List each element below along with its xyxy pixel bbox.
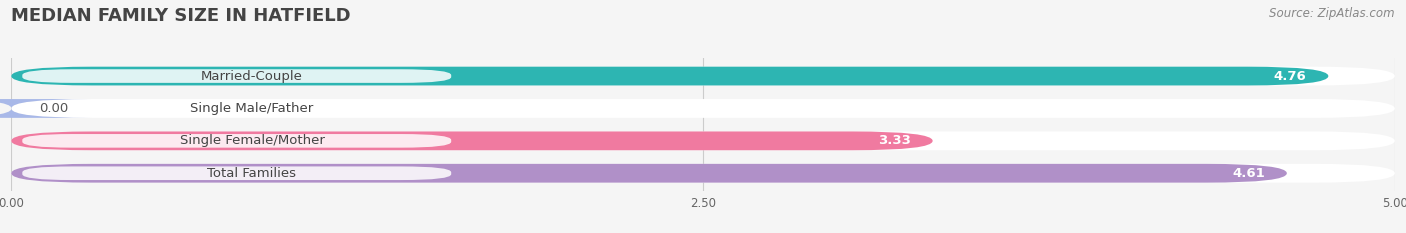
- FancyBboxPatch shape: [11, 164, 1286, 183]
- Text: 4.61: 4.61: [1232, 167, 1265, 180]
- FancyBboxPatch shape: [22, 166, 451, 180]
- Text: Married-Couple: Married-Couple: [201, 70, 302, 82]
- FancyBboxPatch shape: [11, 164, 1395, 183]
- Text: MEDIAN FAMILY SIZE IN HATFIELD: MEDIAN FAMILY SIZE IN HATFIELD: [11, 7, 352, 25]
- FancyBboxPatch shape: [11, 131, 932, 150]
- FancyBboxPatch shape: [11, 67, 1395, 86]
- Text: 4.76: 4.76: [1274, 70, 1306, 82]
- FancyBboxPatch shape: [11, 131, 1395, 150]
- FancyBboxPatch shape: [11, 67, 1329, 86]
- FancyBboxPatch shape: [22, 69, 451, 83]
- FancyBboxPatch shape: [22, 134, 451, 148]
- Text: 3.33: 3.33: [877, 134, 911, 147]
- FancyBboxPatch shape: [22, 102, 451, 115]
- Text: Total Families: Total Families: [208, 167, 297, 180]
- Text: Source: ZipAtlas.com: Source: ZipAtlas.com: [1270, 7, 1395, 20]
- FancyBboxPatch shape: [0, 99, 91, 118]
- Text: 0.00: 0.00: [39, 102, 69, 115]
- Text: Single Male/Father: Single Male/Father: [190, 102, 314, 115]
- Text: Single Female/Mother: Single Female/Mother: [180, 134, 325, 147]
- FancyBboxPatch shape: [11, 99, 1395, 118]
